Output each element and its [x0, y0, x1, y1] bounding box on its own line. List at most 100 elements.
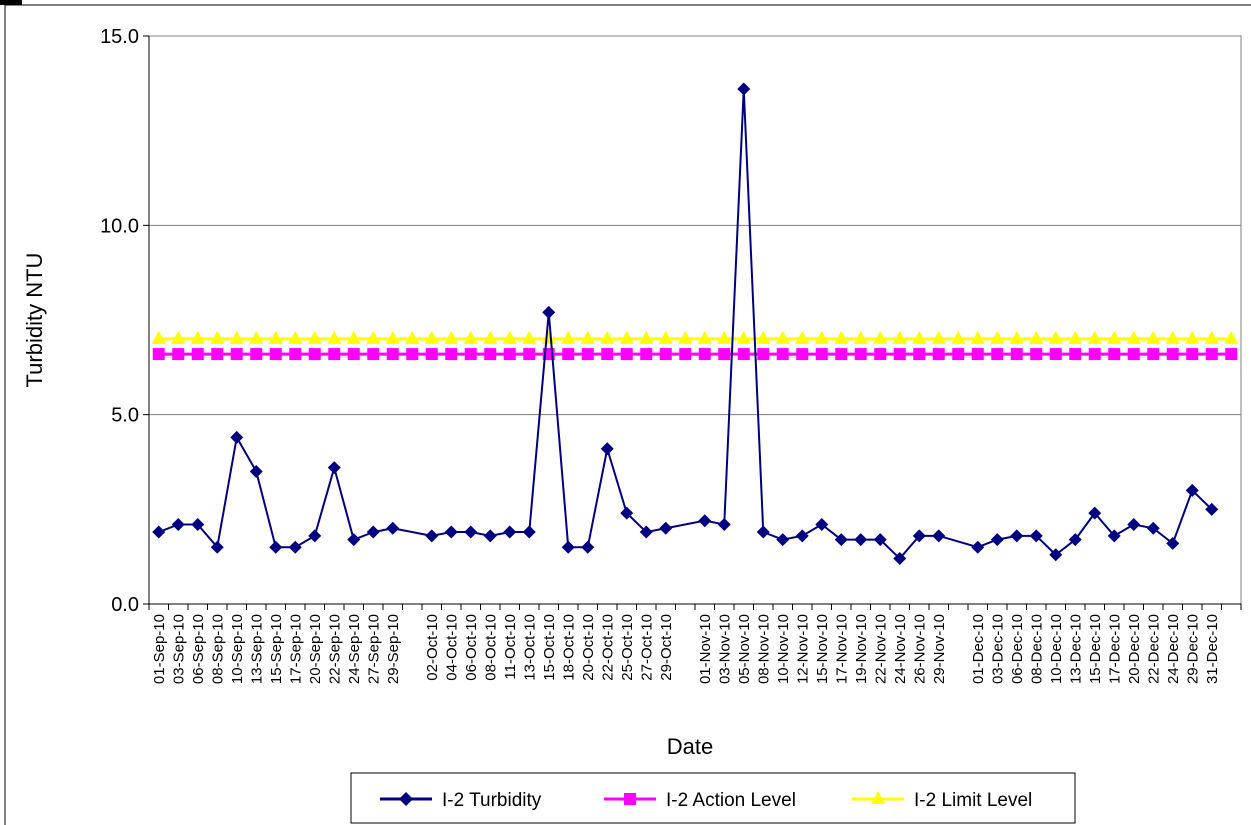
limit-level-marker — [444, 330, 459, 344]
limit-level-marker — [853, 330, 868, 344]
action-level-marker — [815, 348, 828, 361]
limit-level-marker — [385, 330, 400, 344]
x-axis-title: Date — [667, 734, 713, 759]
action-level-marker — [952, 348, 965, 361]
x-tick-label: 05-Nov-10 — [736, 614, 753, 684]
legend-triangle-marker — [871, 791, 885, 804]
x-tick-label: 24-Dec-10 — [1165, 614, 1182, 684]
legend-label: I-2 Turbidity — [442, 790, 542, 811]
turbidity-point — [1088, 506, 1102, 520]
turbidity-point — [932, 529, 946, 543]
turbidity-point — [308, 529, 322, 543]
action-level-marker — [679, 348, 692, 361]
x-tick-label: 06-Dec-10 — [1009, 614, 1026, 684]
turbidity-point — [561, 540, 575, 554]
x-tick-label: 04-Oct-10 — [443, 614, 460, 681]
action-level-marker — [445, 348, 458, 361]
turbidity-point — [503, 525, 517, 539]
limit-level-marker — [756, 330, 771, 344]
action-level-marker — [620, 348, 633, 361]
x-tick-label: 13-Dec-10 — [1067, 614, 1084, 684]
limit-level-marker — [600, 330, 615, 344]
limit-level-marker — [1087, 330, 1102, 344]
x-tick-label: 17-Nov-10 — [833, 614, 850, 684]
limit-level-marker — [873, 330, 888, 344]
limit-level-marker — [1204, 330, 1219, 344]
action-level-marker — [503, 348, 516, 361]
action-level-marker — [640, 348, 653, 361]
turbidity-point — [1166, 536, 1180, 550]
x-tick-label: 29-Oct-10 — [658, 614, 675, 681]
turbidity-point — [873, 533, 887, 547]
legend-label: I-2 Limit Level — [914, 790, 1032, 811]
x-tick-label: 10-Sep-10 — [229, 614, 246, 684]
x-tick-label: 01-Sep-10 — [151, 614, 168, 684]
limit-level-marker — [814, 330, 829, 344]
x-tick-label: 26-Nov-10 — [911, 614, 928, 684]
x-tick-label: 06-Sep-10 — [190, 614, 207, 684]
limit-level-marker — [502, 330, 517, 344]
action-level-marker — [854, 348, 867, 361]
limit-level-marker — [463, 330, 478, 344]
limit-level-marker — [619, 330, 634, 344]
limit-level-marker — [834, 330, 849, 344]
limit-level-marker — [346, 330, 361, 344]
x-tick-label: 15-Nov-10 — [814, 614, 831, 684]
limit-level-marker — [795, 330, 810, 344]
action-level-marker — [659, 348, 672, 361]
limit-level-marker — [483, 330, 498, 344]
turbidity-point — [620, 506, 634, 520]
action-level-marker — [971, 348, 984, 361]
limit-level-marker — [405, 330, 420, 344]
action-level-marker — [562, 348, 575, 361]
limit-level-marker — [1126, 330, 1141, 344]
turbidity-point — [171, 517, 185, 531]
turbidity-point — [464, 525, 478, 539]
legend-label: I-2 Action Level — [666, 790, 796, 811]
turbidity-point — [1205, 502, 1219, 516]
turbidity-point — [288, 540, 302, 554]
action-level-marker — [835, 348, 848, 361]
turbidity-point — [386, 521, 400, 535]
legend: I-2 Turbidity I-2 Action Level I-2 Limit L… — [350, 772, 1076, 824]
action-level-marker — [991, 348, 1004, 361]
x-tick-label: 01-Nov-10 — [697, 614, 714, 684]
limit-level-marker — [522, 330, 537, 344]
title-fragment — [0, 0, 22, 5]
turbidity-point — [1010, 529, 1024, 543]
turbidity-point — [210, 540, 224, 554]
x-tick-label: 02-Oct-10 — [424, 614, 441, 681]
x-tick-label: 29-Sep-10 — [385, 614, 402, 684]
turbidity-point — [542, 305, 556, 319]
limit-level-marker — [210, 330, 225, 344]
limit-level-marker — [190, 330, 205, 344]
x-tick-label: 22-Oct-10 — [599, 614, 616, 681]
action-level-marker — [269, 348, 282, 361]
turbidity-point — [425, 529, 439, 543]
x-tick-label: 22-Sep-10 — [326, 614, 343, 684]
action-level-marker — [1205, 348, 1218, 361]
action-level-marker — [406, 348, 419, 361]
turbidity-point — [1127, 517, 1141, 531]
action-level-marker — [874, 348, 887, 361]
limit-level-marker — [268, 330, 283, 344]
turbidity-line — [158, 88, 1213, 561]
limit-level-marker — [990, 330, 1005, 344]
action-level-marker — [347, 348, 360, 361]
limit-level-marker — [1107, 330, 1122, 344]
x-tick-label: 12-Nov-10 — [794, 614, 811, 684]
turbidity-point — [522, 525, 536, 539]
turbidity-point — [776, 533, 790, 547]
turbidity-point — [600, 442, 614, 456]
turbidity-point — [854, 533, 868, 547]
turbidity-point — [795, 529, 809, 543]
action-level-marker — [1186, 348, 1199, 361]
gridlines — [149, 224, 1241, 416]
turbidity-point — [1049, 548, 1063, 562]
x-tick-label: 31-Dec-10 — [1204, 614, 1221, 684]
action-level-marker — [308, 348, 321, 361]
x-tick-label: 15-Dec-10 — [1087, 614, 1104, 684]
limit-level-marker — [561, 330, 576, 344]
action-level-marker — [211, 348, 224, 361]
turbidity-point — [912, 529, 926, 543]
